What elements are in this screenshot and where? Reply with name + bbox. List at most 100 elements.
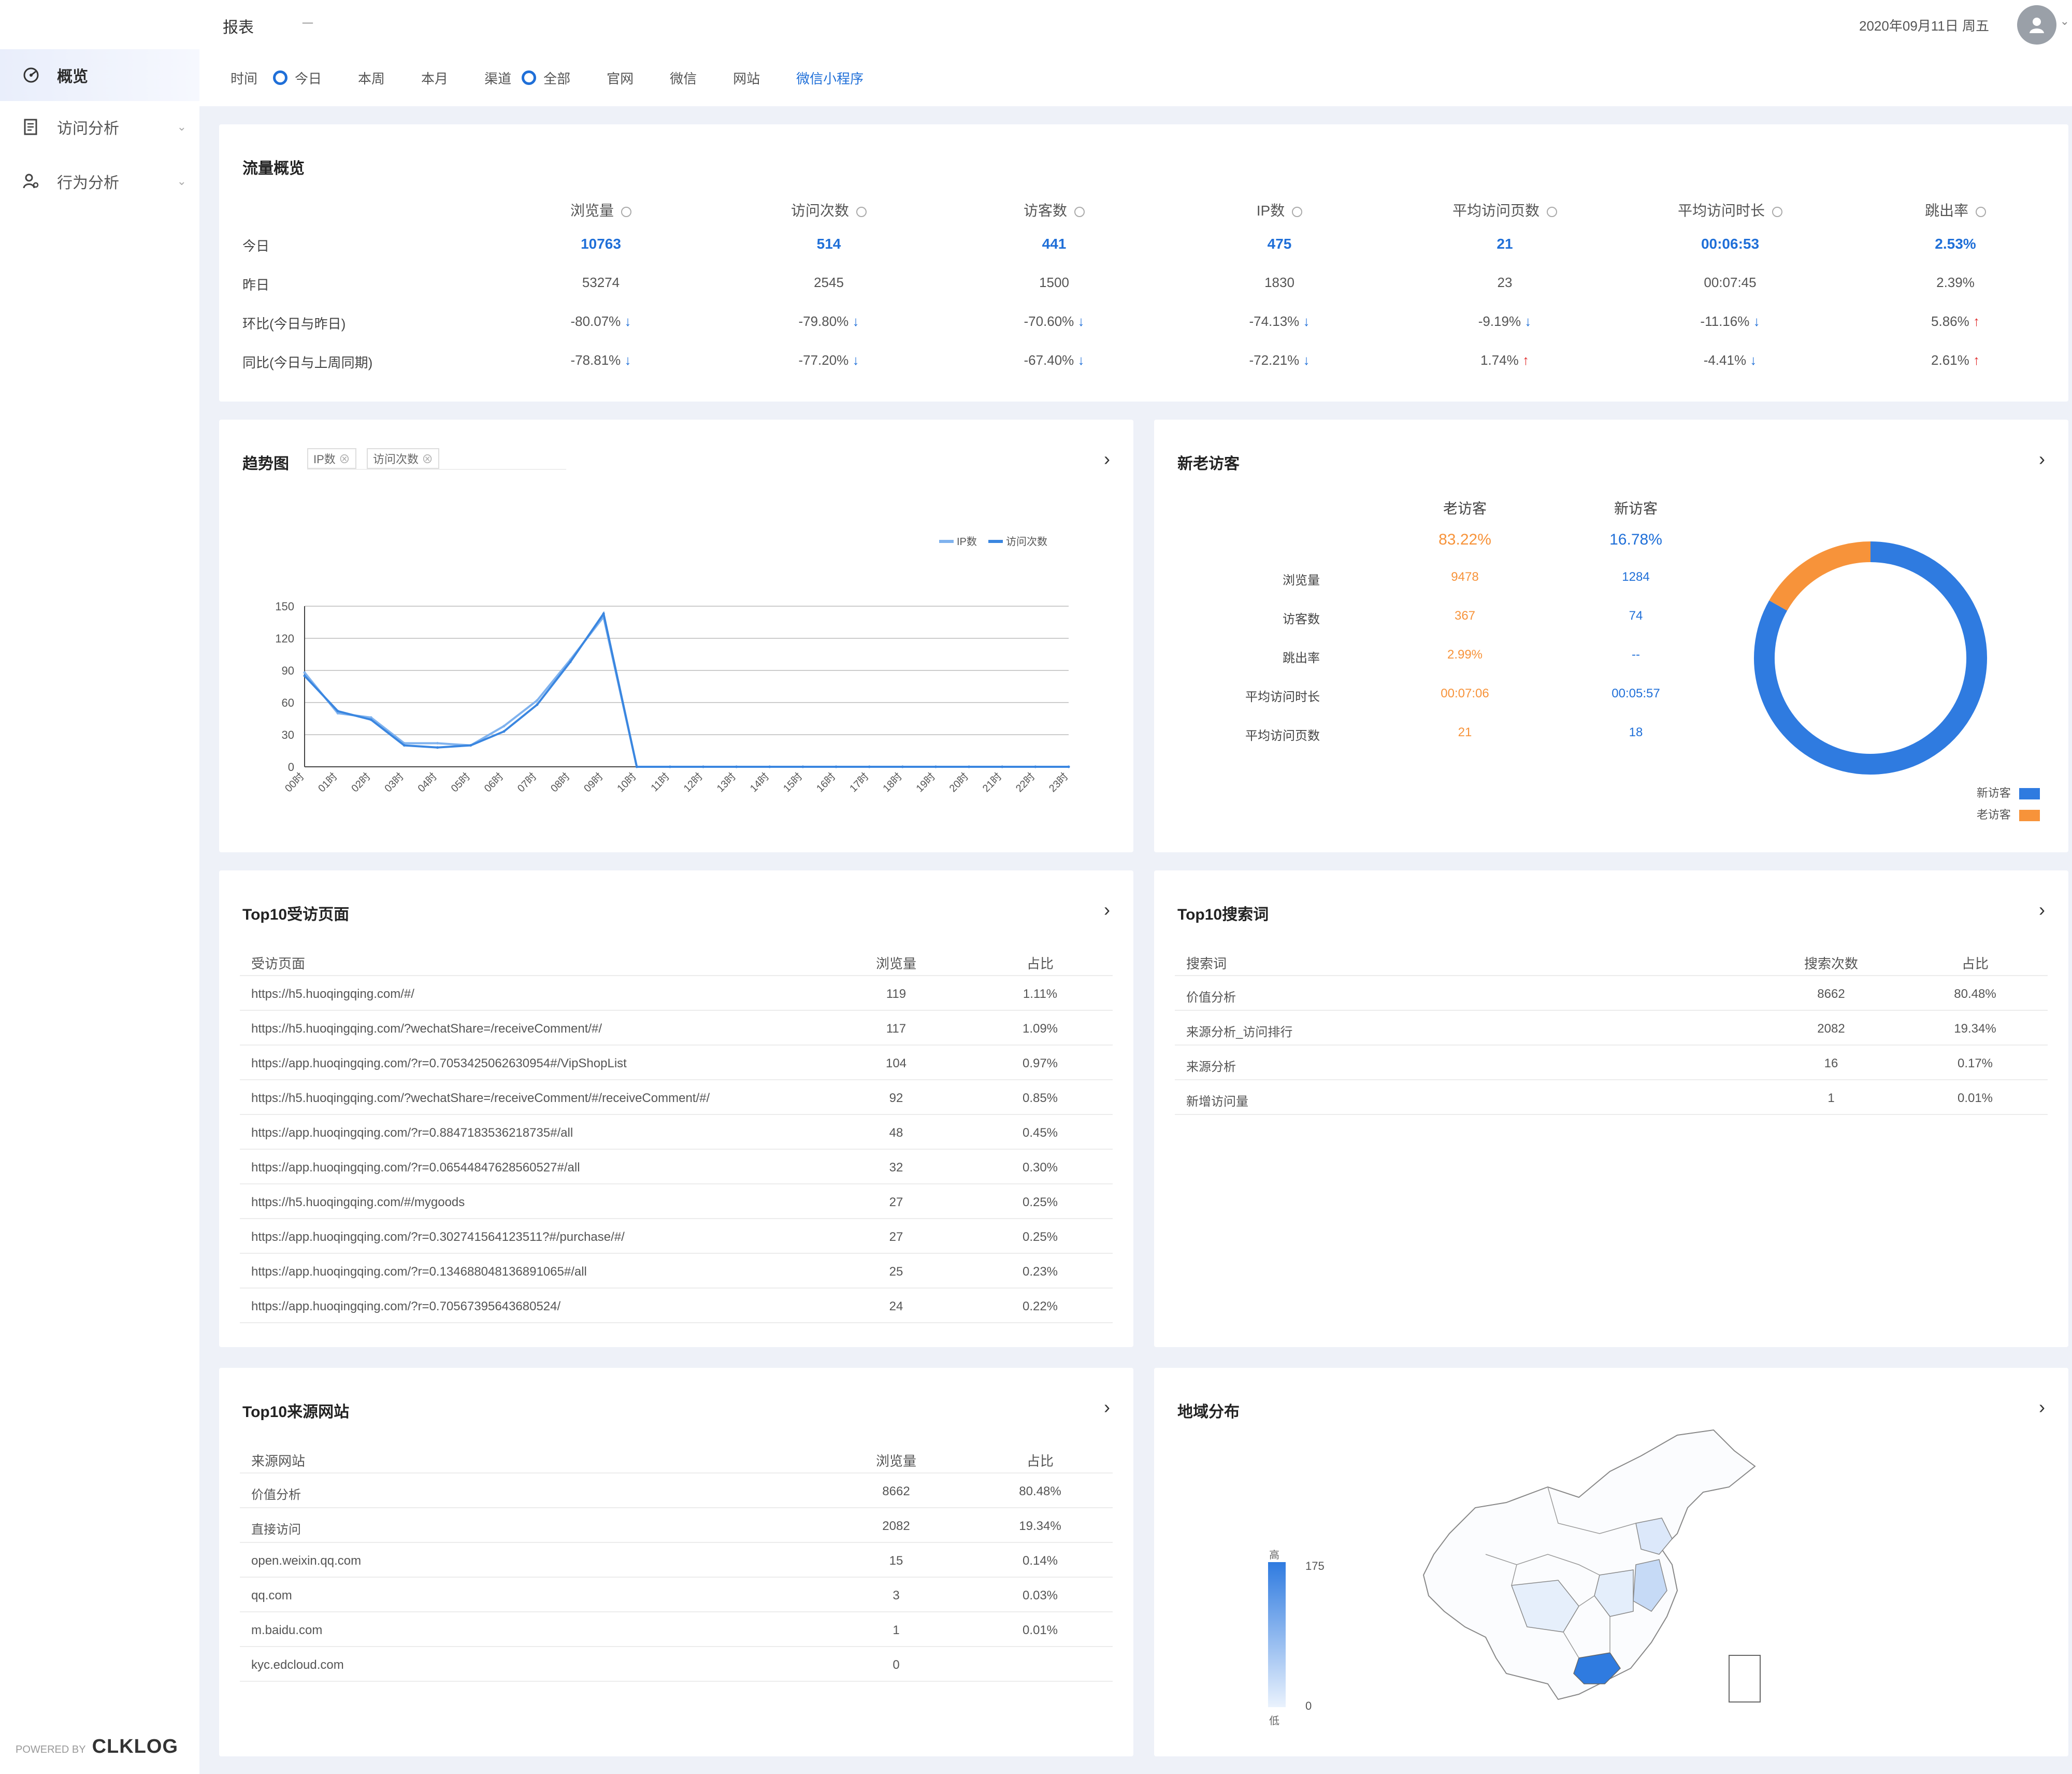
filter-option-all[interactable]: 全部 bbox=[522, 68, 570, 88]
table-row[interactable]: https://app.huoqingqing.com/?r=0.0654484… bbox=[219, 1161, 1133, 1192]
help-icon[interactable] bbox=[621, 206, 631, 217]
data-point bbox=[901, 765, 904, 768]
visitor-metric-label: 平均访问页数 bbox=[1245, 729, 1320, 743]
topbar: 报表 － 2020年09月11日 周五 ⌄ bbox=[199, 0, 2072, 49]
table-row[interactable]: 价值分析 8662 80.48% bbox=[1154, 987, 2068, 1018]
card-title: 趋势图 bbox=[242, 455, 289, 473]
filter-option-website[interactable]: 网站 bbox=[733, 68, 760, 88]
old-visitor-header: 老访客 bbox=[1443, 500, 1487, 517]
filter-option-wechat[interactable]: 微信 bbox=[670, 68, 697, 88]
table-row[interactable]: 价值分析 8662 80.48% bbox=[219, 1484, 1133, 1515]
table-row[interactable]: https://h5.huoqingqing.com/#/ 119 1.11% bbox=[219, 987, 1133, 1018]
visual-map-scale[interactable] bbox=[1268, 1562, 1286, 1707]
brand-logo: CLKLOG bbox=[92, 1736, 179, 1757]
table-row[interactable]: https://h5.huoqingqing.com/#/mygoods 27 0.… bbox=[219, 1195, 1133, 1226]
table-row[interactable]: https://app.huoqingqing.com/?r=0.7056739… bbox=[219, 1299, 1133, 1330]
arrow-down-icon: ↓ bbox=[1746, 352, 1757, 368]
new-visitor-value: 18 bbox=[1629, 725, 1643, 739]
powered-by: POWERED BY CLKLOG bbox=[16, 1736, 178, 1758]
chevron-right-icon[interactable]: › bbox=[1104, 448, 1110, 469]
table-row[interactable]: kyc.edcloud.com 0 bbox=[219, 1658, 1133, 1689]
filter-option-today[interactable]: 今日 bbox=[273, 68, 322, 88]
filter-option-month[interactable]: 本月 bbox=[421, 68, 448, 88]
close-icon[interactable]: ⊗ bbox=[338, 453, 350, 466]
table-row[interactable]: https://app.huoqingqing.com/?r=0.3027415… bbox=[219, 1230, 1133, 1261]
table-row[interactable]: 直接访问 2082 19.34% bbox=[219, 1519, 1133, 1550]
cell-value: 23 bbox=[1497, 275, 1513, 290]
visitor-metric-label: 跳出率 bbox=[1283, 651, 1320, 665]
row-percent: 0.30% bbox=[1022, 1161, 1058, 1175]
column-label: 平均访问时长 bbox=[1677, 203, 1765, 219]
help-icon[interactable] bbox=[1772, 206, 1782, 217]
metric-chip[interactable]: 访问次数 ⊗ bbox=[366, 448, 440, 469]
chevron-right-icon[interactable]: › bbox=[1104, 1396, 1110, 1418]
old-visitor-value: 9478 bbox=[1451, 570, 1479, 584]
data-point bbox=[436, 746, 439, 749]
cell-value: 2.39% bbox=[1936, 275, 1975, 290]
filter-option-week[interactable]: 本周 bbox=[358, 68, 385, 88]
metric-chip[interactable]: IP数 ⊗ bbox=[307, 448, 356, 469]
row-percent: 80.48% bbox=[1954, 987, 1996, 1001]
help-icon[interactable] bbox=[1547, 206, 1557, 217]
help-icon[interactable] bbox=[1292, 206, 1303, 217]
chevron-down-icon[interactable]: ⌄ bbox=[2060, 15, 2069, 27]
row-name: https://app.huoqingqing.com/?r=0.3027415… bbox=[251, 1230, 625, 1244]
table-row[interactable]: https://app.huoqingqing.com/?r=0.8847183… bbox=[219, 1126, 1133, 1157]
table-row[interactable]: 来源分析_访问排行 2082 19.34% bbox=[1154, 1022, 2068, 1053]
table-row[interactable]: 来源分析 16 0.17% bbox=[1154, 1056, 2068, 1088]
help-icon[interactable] bbox=[856, 206, 867, 217]
chevron-right-icon[interactable]: › bbox=[1104, 899, 1110, 920]
cell-value: 514 bbox=[816, 236, 841, 252]
arrow-up-icon: ↑ bbox=[1518, 352, 1529, 368]
table-row[interactable]: https://h5.huoqingqing.com/?wechatShare=… bbox=[219, 1022, 1133, 1053]
arrow-down-icon: ↓ bbox=[621, 352, 631, 368]
table-row[interactable]: qq.com 3 0.03% bbox=[219, 1589, 1133, 1620]
avatar[interactable] bbox=[2017, 5, 2056, 45]
overview-cell: 21 bbox=[1427, 236, 1582, 252]
cell-value: -74.13% bbox=[1249, 313, 1300, 329]
chevron-right-icon[interactable]: › bbox=[2039, 448, 2045, 469]
help-icon[interactable] bbox=[1074, 206, 1085, 217]
overview-column-header: 浏览量 bbox=[523, 199, 679, 220]
table-row[interactable]: https://app.huoqingqing.com/?r=0.7053425… bbox=[219, 1056, 1133, 1088]
divider bbox=[1175, 1114, 2048, 1115]
y-tick-label: 0 bbox=[288, 761, 294, 774]
cell-value: 2545 bbox=[814, 275, 844, 290]
row-percent: 0.97% bbox=[1022, 1056, 1058, 1070]
help-icon[interactable] bbox=[1976, 206, 1986, 217]
close-icon[interactable]: ⊗ bbox=[422, 453, 434, 466]
overview-row-label: 同比(今日与上周同期) bbox=[242, 355, 373, 370]
table-row[interactable]: https://app.huoqingqing.com/?r=0.1346880… bbox=[219, 1265, 1133, 1296]
card-title: 流量概览 bbox=[242, 160, 305, 177]
y-tick-label: 90 bbox=[282, 664, 294, 677]
row-name: 价值分析 bbox=[251, 1488, 301, 1502]
scale-min-value: 0 bbox=[1305, 1699, 1312, 1712]
map-region-east bbox=[1633, 1559, 1667, 1612]
sidebar-item-behavior-analysis[interactable]: 行为分析 ⌄ bbox=[0, 155, 199, 207]
card-title: 新老访客 bbox=[1177, 455, 1240, 473]
row-percent: 0.17% bbox=[1957, 1056, 1993, 1070]
filter-option-mini-program[interactable]: 微信小程序 bbox=[796, 68, 864, 88]
channel-filter-label: 渠道 bbox=[484, 68, 511, 88]
row-count: 27 bbox=[889, 1230, 903, 1244]
map-region-west bbox=[1510, 1580, 1579, 1633]
divider bbox=[240, 1045, 1113, 1046]
chevron-right-icon[interactable]: › bbox=[2039, 899, 2045, 920]
table-row[interactable]: 新增访问量 1 0.01% bbox=[1154, 1091, 2068, 1122]
sidebar-item-overview[interactable]: 概览 bbox=[0, 49, 199, 101]
overview-cell: 00:07:45 bbox=[1652, 275, 1808, 291]
metric-chip-label: IP数 bbox=[313, 453, 336, 466]
document-icon bbox=[21, 117, 41, 137]
data-point bbox=[369, 716, 372, 719]
table-row[interactable]: https://h5.huoqingqing.com/?wechatShare=… bbox=[219, 1091, 1133, 1122]
data-point bbox=[436, 742, 439, 745]
table-row[interactable]: m.baidu.com 1 0.01% bbox=[219, 1623, 1133, 1654]
app-selector[interactable]: － bbox=[300, 16, 315, 32]
divider bbox=[240, 1542, 1113, 1543]
filter-option-label: 今日 bbox=[295, 70, 322, 87]
data-point bbox=[1067, 765, 1070, 768]
chevron-right-icon[interactable]: › bbox=[2039, 1396, 2045, 1418]
sidebar-item-visit-analysis[interactable]: 访问分析 ⌄ bbox=[0, 101, 199, 153]
table-row[interactable]: open.weixin.qq.com 15 0.14% bbox=[219, 1554, 1133, 1585]
filter-option-official-site[interactable]: 官网 bbox=[607, 68, 634, 88]
